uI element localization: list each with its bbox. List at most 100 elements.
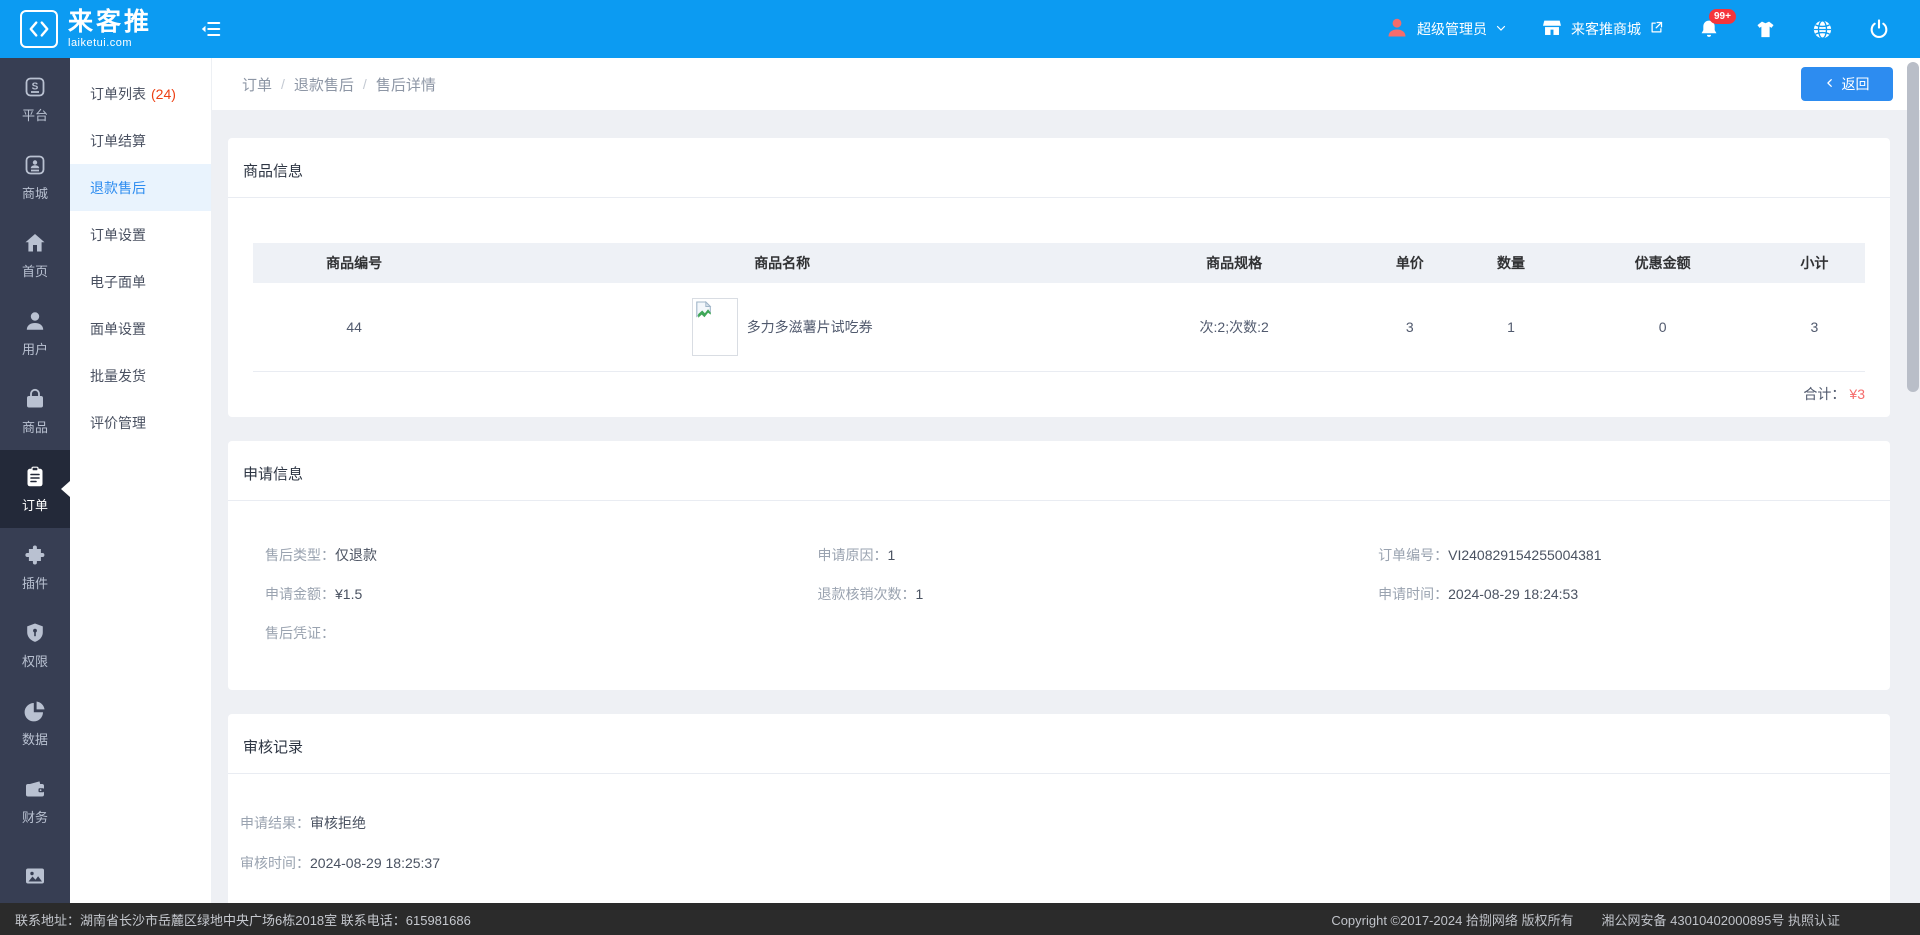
field-value: 2024-08-29 18:25:37: [310, 855, 440, 871]
field-apply-result: 申请结果：审核拒绝: [240, 815, 1890, 832]
tshirt-icon[interactable]: [1754, 18, 1777, 41]
submenu-item-label: 面单设置: [90, 320, 146, 337]
sidebar-item-platform[interactable]: S 平台: [0, 60, 70, 138]
field-label: 售后类型：: [265, 547, 335, 563]
field-label: 审核时间：: [240, 855, 310, 871]
field-label: 申请结果：: [240, 815, 310, 831]
apply-fields: 售后类型：仅退款 申请原因：1 订单编号：VI24082915425500438…: [228, 501, 1890, 690]
card-title: 审核记录: [228, 714, 1890, 774]
column-header-subtotal: 小计: [1763, 243, 1865, 283]
column-header-price: 单价: [1359, 243, 1461, 283]
footer-copyright: Copyright ©2017-2024 拾捌网络 版权所有: [1331, 912, 1574, 928]
submenu-item-waybill-settings[interactable]: 面单设置: [70, 305, 211, 352]
field-apply-time: 申请时间：2024-08-29 18:24:53: [1378, 586, 1890, 603]
sidebar-item-users[interactable]: 用户: [0, 294, 70, 372]
sidebar-item-label: 财务: [21, 809, 48, 825]
breadcrumb: 订单 / 退款售后 / 售后详情 返回: [212, 58, 1920, 110]
product-table: 商品编号 商品名称 商品规格 单价 数量 优惠金额 小计 44: [253, 243, 1865, 371]
field-audit-time: 审核时间：2024-08-29 18:25:37: [240, 855, 1890, 872]
field-refund-verify-count: 退款核销次数：1: [818, 586, 1379, 603]
product-info-card: 商品信息 商品编号 商品名称 商品规格 单价 数量 优惠金额 小计: [228, 138, 1890, 417]
sidebar-item-label: 商品: [21, 419, 48, 435]
scrollbar-thumb[interactable]: [1907, 62, 1919, 392]
store-icon: [1541, 17, 1563, 42]
sidebar-item-media[interactable]: [0, 840, 70, 918]
power-icon[interactable]: [1868, 18, 1890, 40]
submenu-item-label: 订单结算: [90, 132, 146, 149]
field-label: 申请金额：: [265, 586, 335, 602]
sidebar-item-home[interactable]: 首页: [0, 216, 70, 294]
sidebar-item-finance[interactable]: 财务: [0, 762, 70, 840]
submenu-item-order-settings[interactable]: 订单设置: [70, 211, 211, 258]
chevron-left-icon: [1825, 76, 1835, 92]
shop-link-label: 来客推商城: [1571, 21, 1641, 37]
logo[interactable]: 来客推 laiketui.com: [20, 7, 153, 49]
audit-record-card: 审核记录 申请结果：审核拒绝 审核时间：2024-08-29 18:25:37: [228, 714, 1890, 935]
submenu-item-e-waybill[interactable]: 电子面单: [70, 258, 211, 305]
cell-price: 3: [1405, 319, 1414, 335]
puzzle-icon: [23, 543, 47, 567]
sidebar-item-permissions[interactable]: 权限: [0, 606, 70, 684]
shield-key-icon: [23, 621, 47, 645]
clipboard-icon: [23, 465, 47, 489]
sidebar-item-label: 商城: [21, 185, 48, 201]
globe-icon[interactable]: [1811, 18, 1834, 41]
top-header: 来客推 laiketui.com 超级管理员: [0, 0, 1920, 58]
logo-domain: laiketui.com: [68, 36, 133, 49]
user-avatar-icon: [1385, 16, 1409, 43]
product-name-text: 多力多滋薯片试吃券: [746, 319, 873, 335]
cell-product-id: 44: [346, 319, 362, 335]
submenu-item-order-settlement[interactable]: 订单结算: [70, 117, 211, 164]
shop-link[interactable]: 来客推商城: [1541, 17, 1664, 42]
field-value: 1: [915, 586, 924, 602]
submenu-item-batch-shipping[interactable]: 批量发货: [70, 352, 211, 399]
sidebar-item-data[interactable]: 数据: [0, 684, 70, 762]
sidebar-item-mall[interactable]: 商城: [0, 138, 70, 216]
notification-bell-icon[interactable]: 99+: [1698, 9, 1736, 40]
cell-subtotal: 3: [1810, 319, 1819, 335]
sidebar-item-orders[interactable]: 订单: [0, 450, 70, 528]
submenu-item-label: 电子面单: [90, 273, 146, 290]
submenu-item-order-list[interactable]: 订单列表 (24): [70, 70, 211, 117]
notification-badge: 99+: [1709, 9, 1736, 24]
sidebar-item-label: 订单: [21, 497, 48, 513]
sidebar-item-label: 权限: [21, 653, 48, 669]
field-apply-reason: 申请原因：1: [818, 547, 1379, 564]
submenu-item-refund-aftersale[interactable]: 退款售后: [70, 164, 211, 211]
breadcrumb-item-aftersale-detail: 售后详情: [375, 76, 436, 94]
back-button[interactable]: 返回: [1801, 67, 1893, 101]
field-value: 审核拒绝: [310, 815, 366, 831]
main-content: 订单 / 退款售后 / 售后详情 返回 商品信息: [212, 58, 1920, 935]
column-header-spec: 商品规格: [1109, 243, 1360, 283]
menu-fold-icon[interactable]: [200, 18, 222, 40]
breadcrumb-item-refund-aftersale[interactable]: 退款售后: [293, 76, 354, 94]
sidebar-item-plugins[interactable]: 插件: [0, 528, 70, 606]
card-title: 申请信息: [228, 441, 1890, 501]
sidebar-item-label: 首页: [21, 263, 48, 279]
svg-text:S: S: [32, 81, 39, 92]
field-label: 退款核销次数：: [817, 586, 916, 602]
page-footer: 联系地址：湖南省长沙市岳麓区绿地中央广场6栋2018室 联系电话：6159816…: [0, 903, 1920, 935]
home-icon: [23, 231, 47, 255]
breadcrumb-item-orders[interactable]: 订单: [242, 76, 273, 94]
field-label: 售后凭证：: [265, 625, 335, 641]
user-menu[interactable]: 超级管理员: [1385, 16, 1507, 43]
sidebar-item-goods[interactable]: 商品: [0, 372, 70, 450]
breadcrumb-separator: /: [281, 76, 285, 92]
back-button-label: 返回: [1841, 76, 1870, 92]
column-header-product-id: 商品编号: [253, 243, 456, 283]
field-value: 1: [887, 547, 896, 563]
submenu-item-review-management[interactable]: 评价管理: [70, 399, 211, 446]
field-value: 仅退款: [335, 547, 377, 563]
s-badge-icon: S: [23, 75, 47, 99]
audit-fields: 申请结果：审核拒绝 审核时间：2024-08-29 18:25:37: [228, 774, 1890, 935]
submenu-item-label: 订单设置: [90, 226, 146, 243]
submenu-item-label: 评价管理: [90, 414, 146, 431]
product-image-placeholder[interactable]: [691, 298, 738, 356]
column-header-product-name: 商品名称: [455, 243, 1110, 283]
order-count-badge: (24): [151, 85, 176, 102]
user-role-label: 超级管理员: [1417, 21, 1487, 37]
logo-title: 来客推: [68, 7, 153, 36]
total-label: 合计：: [1803, 385, 1846, 402]
